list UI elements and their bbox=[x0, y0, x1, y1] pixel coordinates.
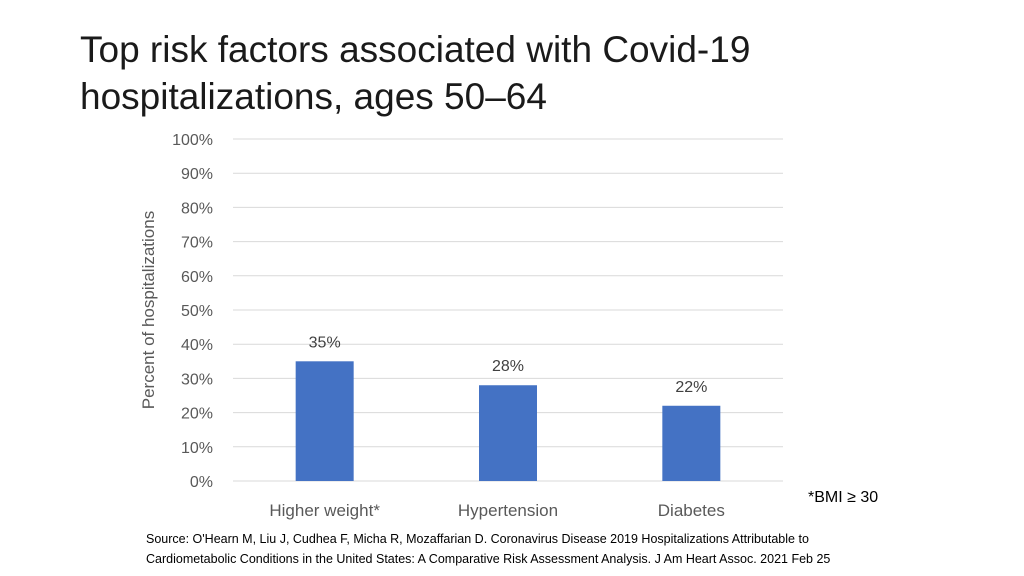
x-tick-label: Higher weight* bbox=[269, 501, 380, 520]
bars bbox=[295, 361, 721, 481]
gridlines bbox=[233, 138, 783, 482]
source-line-2: Cardiometabolic Conditions in the United… bbox=[146, 552, 831, 566]
slide-title: Top risk factors associated with Covid-1… bbox=[80, 26, 960, 120]
bmi-footnote: *BMI ≥ 30 bbox=[808, 489, 879, 506]
y-tick-label: 90% bbox=[181, 166, 213, 183]
source-citation: Source: O'Hearn M, Liu J, Cudhea F, Mich… bbox=[146, 529, 976, 569]
title-line-2: hospitalizations, ages 50–64 bbox=[80, 76, 547, 117]
y-tick-label: 70% bbox=[181, 235, 213, 252]
title-line-1: Top risk factors associated with Covid-1… bbox=[80, 29, 751, 70]
y-tick-label: 40% bbox=[181, 337, 213, 354]
data-label: 28% bbox=[492, 358, 524, 375]
y-axis-ticks: 0% 10% 20% 30% 40% 50% 60% 70% 80% 90% 100% bbox=[172, 132, 213, 491]
bar-3 bbox=[662, 405, 721, 481]
source-line-1: Source: O'Hearn M, Liu J, Cudhea F, Mich… bbox=[146, 532, 809, 546]
y-tick-label: 10% bbox=[181, 440, 213, 457]
y-tick-label: 30% bbox=[181, 371, 213, 388]
y-tick-label: 60% bbox=[181, 269, 213, 286]
y-tick-label: 100% bbox=[172, 132, 213, 149]
bar-2 bbox=[479, 385, 537, 481]
data-label: 22% bbox=[675, 379, 707, 396]
x-axis-ticks: Higher weight* Hypertension Diabetes bbox=[269, 501, 725, 520]
y-tick-label: 80% bbox=[181, 200, 213, 217]
y-tick-label: 20% bbox=[181, 406, 213, 423]
data-labels: 35% 28% 22% bbox=[309, 334, 708, 395]
y-tick-label: 50% bbox=[181, 303, 213, 320]
y-axis-label: Percent of hospitalizations bbox=[139, 211, 158, 409]
x-tick-label: Hypertension bbox=[458, 501, 558, 520]
data-label: 35% bbox=[309, 334, 341, 351]
y-tick-label: 0% bbox=[190, 474, 213, 491]
bar-1 bbox=[295, 361, 354, 481]
x-tick-label: Diabetes bbox=[658, 501, 725, 520]
